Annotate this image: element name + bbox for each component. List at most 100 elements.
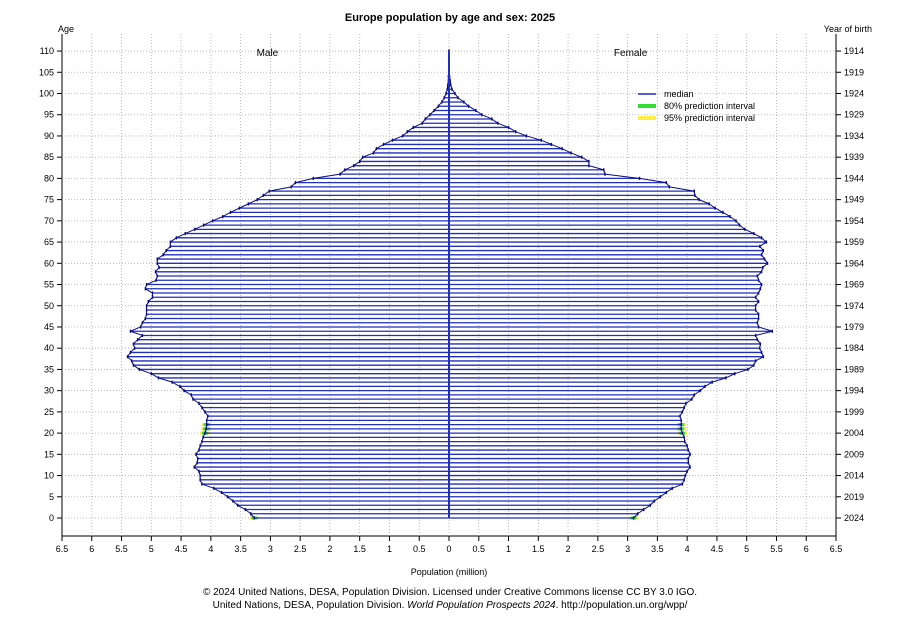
female-outline-step: [508, 127, 516, 133]
legend-label: 95% prediction interval: [664, 113, 755, 123]
male-outline-step: [262, 190, 270, 196]
legend-label: median: [664, 89, 694, 99]
age-tick-label: 90: [44, 131, 54, 141]
male-outline-step: [199, 479, 203, 485]
female-outline-step: [755, 330, 773, 336]
female-outline-step: [755, 301, 760, 307]
female-outline-step: [761, 254, 765, 260]
female-outline-step: [681, 432, 685, 438]
male-outline-step: [205, 424, 208, 429]
female-outline-step: [683, 475, 686, 480]
male-outline-step: [232, 500, 238, 506]
male-outline-step: [140, 322, 143, 328]
male-outline-step: [437, 101, 443, 107]
female-outline-step: [588, 165, 604, 171]
female-outline-step: [694, 390, 701, 396]
male-outline-step: [137, 335, 143, 341]
footer-citation-title: World Population Prospects 2024: [407, 600, 556, 611]
female-outline-step: [687, 449, 691, 455]
female-outline-step: [450, 84, 453, 90]
birth-year-tick-label: 1999: [844, 407, 864, 417]
female-outline-step: [570, 152, 582, 158]
male-outline-step: [212, 216, 223, 222]
female-outline-step: [755, 296, 760, 302]
male-outline-step: [158, 377, 173, 383]
male-outline-step: [198, 403, 203, 408]
male-outline-step: [353, 161, 360, 167]
x-tick-label: 5: [744, 544, 749, 554]
male-outline-step: [201, 437, 204, 442]
male-outline-step: [239, 203, 249, 209]
female-outline-step: [759, 284, 763, 289]
female-outline-step: [739, 224, 746, 230]
male-outline-step: [383, 139, 393, 145]
footer-citation-url: . http://population.un.org/wpp/: [555, 600, 688, 611]
male-outline-step: [127, 352, 131, 357]
male-outline-step: [250, 513, 255, 519]
x-tick-label: 2.5: [592, 544, 605, 554]
female-outline-step: [685, 398, 693, 404]
x-tick-label: 3.5: [651, 544, 664, 554]
birth-year-tick-label: 1984: [844, 343, 864, 353]
female-outline-step: [683, 403, 687, 408]
male-outline-step: [295, 177, 314, 184]
female-outline-step: [764, 258, 768, 264]
x-tick-label: 1: [506, 544, 511, 554]
female-outline-step: [604, 173, 640, 179]
male-outline-step: [130, 330, 143, 336]
male-outline-step: [144, 314, 148, 319]
female-outline-step: [708, 203, 716, 209]
x-axis-title: Population (million): [411, 567, 488, 577]
male-outline-step: [227, 496, 234, 502]
female-outline-step: [665, 182, 670, 188]
female-outline-step: [687, 454, 691, 459]
male-outline-step: [127, 356, 133, 362]
male-outline-step: [192, 398, 200, 404]
female-outline-step: [698, 199, 710, 205]
female-outline-step: [633, 513, 639, 519]
female-outline-step: [761, 352, 764, 357]
male-outline-step: [151, 373, 159, 379]
age-tick-label: 60: [44, 258, 54, 268]
male-outline-step: [155, 275, 158, 281]
male-outline-step: [441, 97, 445, 103]
male-outline-step: [176, 233, 186, 239]
male-outline-step: [195, 449, 200, 455]
male-outline-step: [156, 263, 160, 268]
female-outline-step: [755, 335, 758, 340]
female-outline-step: [757, 271, 762, 277]
female-outline-step: [735, 220, 740, 226]
female-outline-step: [756, 318, 760, 323]
male-outline-step: [202, 432, 206, 438]
age-tick-label: 0: [49, 513, 54, 523]
male-outline-step: [198, 445, 201, 451]
female-outline-step: [753, 233, 762, 239]
male-outline-step: [313, 173, 341, 179]
x-tick-label: 6: [804, 544, 809, 554]
x-tick-label: 4: [685, 544, 690, 554]
birth-year-tick-label: 2024: [844, 513, 864, 523]
male-outline-step: [201, 407, 206, 413]
male-outline-step: [165, 245, 171, 251]
age-tick-label: 85: [44, 152, 54, 162]
female-outline-step: [761, 237, 767, 243]
birth-year-tick-label: 1934: [844, 131, 864, 141]
male-outline-step: [198, 471, 201, 476]
male-outline-step: [145, 288, 153, 294]
age-tick-label: 95: [44, 110, 54, 120]
birth-year-tick-label: 1974: [844, 301, 864, 311]
age-tick-label: 100: [39, 89, 54, 99]
male-outline-step: [155, 271, 158, 277]
birth-year-tick-label: 2009: [844, 449, 864, 459]
birth-year-tick-label: 1964: [844, 258, 864, 268]
birth-year-tick-label: 1954: [844, 216, 864, 226]
male-outline-step: [421, 118, 426, 124]
x-tick-label: 1: [387, 544, 392, 554]
birth-year-tick-label: 1944: [844, 173, 864, 183]
birth-year-tick-label: 1979: [844, 322, 864, 332]
birth-year-tick-label: 1939: [844, 152, 864, 162]
female-outline-step: [744, 228, 755, 235]
male-outline-step: [195, 454, 199, 459]
male-outline-step: [170, 237, 177, 243]
female-outline-step: [581, 156, 590, 162]
